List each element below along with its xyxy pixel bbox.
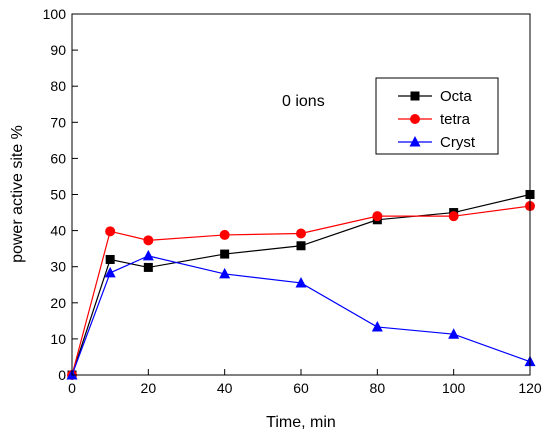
series-line-tetra: [71, 205, 531, 376]
point-tetra-5: [372, 211, 383, 222]
legend-label-cryst: Cryst: [440, 134, 476, 151]
point-octa-1: [105, 254, 115, 264]
point-tetra-1: [105, 226, 116, 237]
point-octa-3: [220, 249, 230, 259]
point-cryst-4: [295, 276, 307, 288]
point-tetra-4: [296, 228, 306, 239]
y-tick-label-6: 60: [50, 150, 66, 166]
series-line-cryst: [71, 255, 531, 376]
y-tick-label-8: 80: [50, 78, 66, 94]
y-axis-label: power active site %: [9, 125, 26, 263]
legend-marker-cryst: [409, 136, 421, 147]
point-tetra-2: [143, 235, 154, 246]
y-tick-label-1: 10: [50, 331, 66, 347]
x-tick-label-2: 40: [217, 380, 233, 396]
legend-marker-tetra: [410, 114, 420, 124]
legend: Octa tetra Cryst: [375, 77, 499, 155]
y-tick-label-2: 20: [50, 295, 66, 311]
axis-ticks: 0 20 40 60 80 100 120 0 10 20 30 40 50 60 70 80 90 100: [43, 6, 542, 396]
point-octa-2: [143, 262, 153, 272]
y-tick-label-7: 70: [50, 114, 66, 130]
point-cryst-3: [219, 267, 231, 279]
y-tick-label-10: 100: [43, 6, 67, 22]
legend-box: [375, 77, 499, 155]
y-tick-label-3: 30: [50, 259, 66, 275]
point-tetra-3: [219, 229, 230, 240]
point-cryst-6: [448, 328, 460, 339]
y-tick-label-4: 40: [50, 223, 66, 239]
x-axis-label: Time, min: [266, 414, 336, 431]
point-tetra-6: [448, 211, 459, 222]
x-tick-label-1: 20: [141, 380, 157, 396]
x-tick-label-3: 60: [293, 380, 309, 396]
plot-frame: [71, 13, 531, 376]
annotation-text: 0 ions: [282, 93, 325, 110]
legend-label-tetra: tetra: [440, 111, 471, 128]
x-tick-label-6: 120: [518, 380, 542, 396]
legend-marker-octa: [410, 91, 420, 101]
point-octa-4: [296, 241, 306, 251]
point-cryst-2: [142, 249, 154, 261]
x-tick-label-0: 0: [68, 380, 76, 396]
series-line-octa: [71, 193, 531, 376]
series-layer: [66, 190, 536, 380]
y-tick-label-5: 50: [50, 187, 66, 203]
y-tick-label-0: 0: [58, 367, 66, 383]
y-tick-label-9: 90: [50, 42, 66, 58]
point-cryst-1: [104, 266, 116, 278]
point-cryst-5: [371, 320, 383, 332]
x-tick-label-4: 80: [370, 380, 386, 396]
legend-label-octa: Octa: [440, 88, 472, 105]
x-tick-label-5: 100: [442, 380, 466, 396]
